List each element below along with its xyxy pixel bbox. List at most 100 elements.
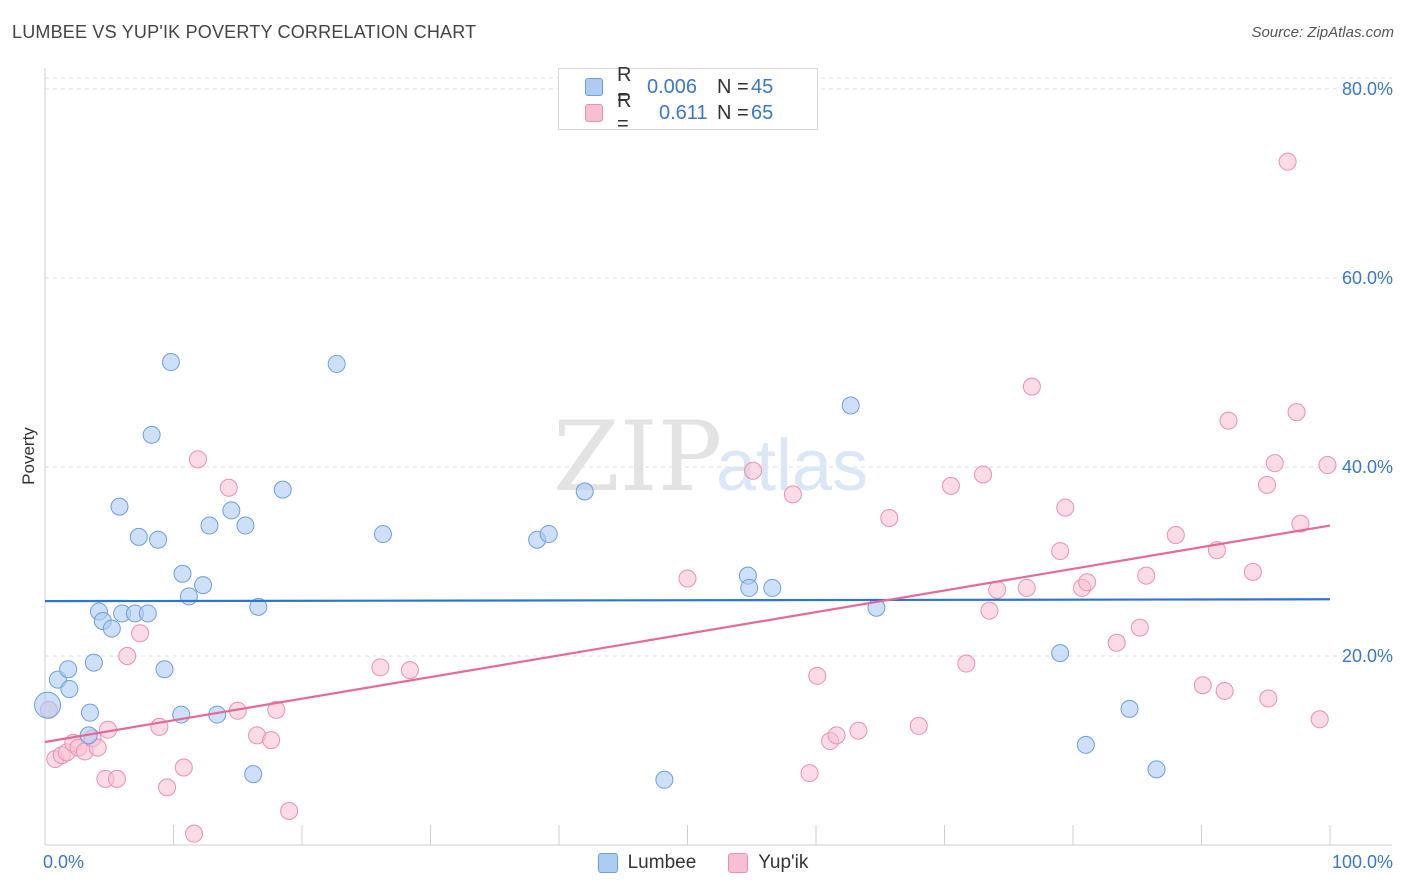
legend-swatch-lumbee <box>585 78 603 96</box>
point-yupik <box>1318 456 1337 475</box>
point-yupik <box>1291 514 1310 533</box>
point-lumbee <box>273 480 292 499</box>
point-yupik <box>219 478 238 497</box>
point-yupik <box>1310 710 1329 729</box>
point-yupik <box>783 485 802 504</box>
trend-line-lumbee <box>44 598 1331 603</box>
point-yupik <box>267 700 286 719</box>
watermark: ZIP atlas <box>553 401 868 513</box>
legend-swatch-yupik <box>728 853 749 873</box>
point-yupik <box>800 764 819 783</box>
point-yupik <box>808 666 827 685</box>
legend-item-lumbee[interactable]: Lumbee <box>597 852 697 874</box>
point-lumbee <box>59 660 78 679</box>
series-yupik <box>39 152 1337 843</box>
point-yupik <box>988 580 1007 599</box>
point-yupik <box>1287 403 1306 422</box>
point-lumbee <box>236 516 255 535</box>
point-yupik <box>1056 498 1075 517</box>
x-tick-label-min: 0.0% <box>43 852 84 872</box>
point-yupik <box>909 716 928 735</box>
point-yupik <box>280 801 299 820</box>
point-yupik <box>849 721 868 740</box>
y-tick-label: 40.0% <box>1342 457 1393 477</box>
point-yupik <box>88 738 107 757</box>
point-yupik <box>941 476 960 495</box>
point-lumbee <box>1147 760 1166 779</box>
point-yupik <box>262 731 281 750</box>
point-lumbee <box>84 653 103 672</box>
y-tick-label: 60.0% <box>1342 268 1393 288</box>
series-legend: Lumbee Yup'ik <box>0 852 1406 874</box>
legend-label-yupik: Yup'ik <box>758 852 809 873</box>
x-tick-label-max: 100.0% <box>1332 852 1393 872</box>
legend-row-yupik: R = 0.611 N = 65 <box>585 90 774 135</box>
point-yupik <box>158 778 177 797</box>
point-yupik <box>118 646 137 665</box>
point-lumbee <box>575 482 594 501</box>
legend-swatch-yupik <box>585 104 603 122</box>
point-lumbee <box>222 501 241 520</box>
legend-label-lumbee: Lumbee <box>627 852 697 873</box>
legend-item-yupik[interactable]: Yup'ik <box>728 852 808 874</box>
point-yupik <box>1022 377 1041 396</box>
tick-labels: 20.0% 40.0% 60.0% 80.0% 0.0% 100.0% <box>43 79 1393 872</box>
point-yupik <box>1193 676 1212 695</box>
legend-r-label: R = <box>617 90 632 135</box>
chart-title: LUMBEE VS YUP'IK POVERTY CORRELATION CHA… <box>12 22 477 42</box>
point-lumbee <box>142 425 161 444</box>
point-lumbee <box>740 578 759 597</box>
legend-row-lumbee: R = 0.006 N = 45 <box>585 64 774 109</box>
point-yupik <box>131 624 150 643</box>
point-lumbee <box>138 604 157 623</box>
point-lumbee <box>327 354 346 373</box>
point-yupik <box>400 661 419 680</box>
point-yupik <box>1051 542 1070 561</box>
point-yupik <box>1130 618 1149 637</box>
point-lumbee <box>173 564 192 583</box>
point-yupik <box>1107 633 1126 652</box>
point-yupik <box>957 654 976 673</box>
point-yupik <box>827 726 846 745</box>
correlation-legend: R = 0.006 N = 45 R = 0.611 N = 65 <box>558 64 818 135</box>
y-tick-label: 80.0% <box>1342 79 1393 99</box>
point-lumbee <box>179 587 198 606</box>
legend-swatch-lumbee <box>597 853 618 873</box>
point-yupik <box>1259 689 1278 708</box>
point-yupik <box>1166 526 1185 544</box>
point-yupik <box>1278 152 1297 171</box>
point-lumbee <box>539 525 558 544</box>
point-lumbee <box>60 680 79 699</box>
trend-line-yupik <box>44 524 1331 744</box>
point-lumbee <box>110 497 129 516</box>
point-lumbee <box>129 527 148 546</box>
legend-n-value: 65 <box>751 101 774 124</box>
point-lumbee <box>155 660 174 679</box>
point-lumbee <box>102 619 121 638</box>
y-axis-label: Poverty <box>19 427 38 485</box>
point-yupik <box>1258 475 1277 494</box>
point-yupik <box>371 658 390 677</box>
point-yupik <box>1078 573 1097 592</box>
point-yupik <box>1219 411 1238 430</box>
point-lumbee <box>249 597 268 616</box>
point-yupik <box>974 465 993 484</box>
point-lumbee <box>149 530 168 549</box>
point-lumbee <box>194 576 213 595</box>
point-lumbee <box>373 525 392 544</box>
point-lumbee <box>200 516 219 535</box>
legend-r-label: R = <box>617 64 632 109</box>
trend-lines <box>44 524 1331 744</box>
point-yupik <box>1137 566 1156 585</box>
point-lumbee <box>1051 644 1070 663</box>
point-lumbee <box>161 353 180 372</box>
point-lumbee <box>655 770 674 789</box>
point-yupik <box>1215 681 1234 700</box>
point-lumbee <box>244 765 263 784</box>
legend-n-value: 45 <box>751 75 774 98</box>
legend-n-label: N = <box>717 75 749 98</box>
point-yupik <box>188 450 207 469</box>
legend-n-label: N = <box>717 101 749 124</box>
point-yupik <box>744 461 763 480</box>
